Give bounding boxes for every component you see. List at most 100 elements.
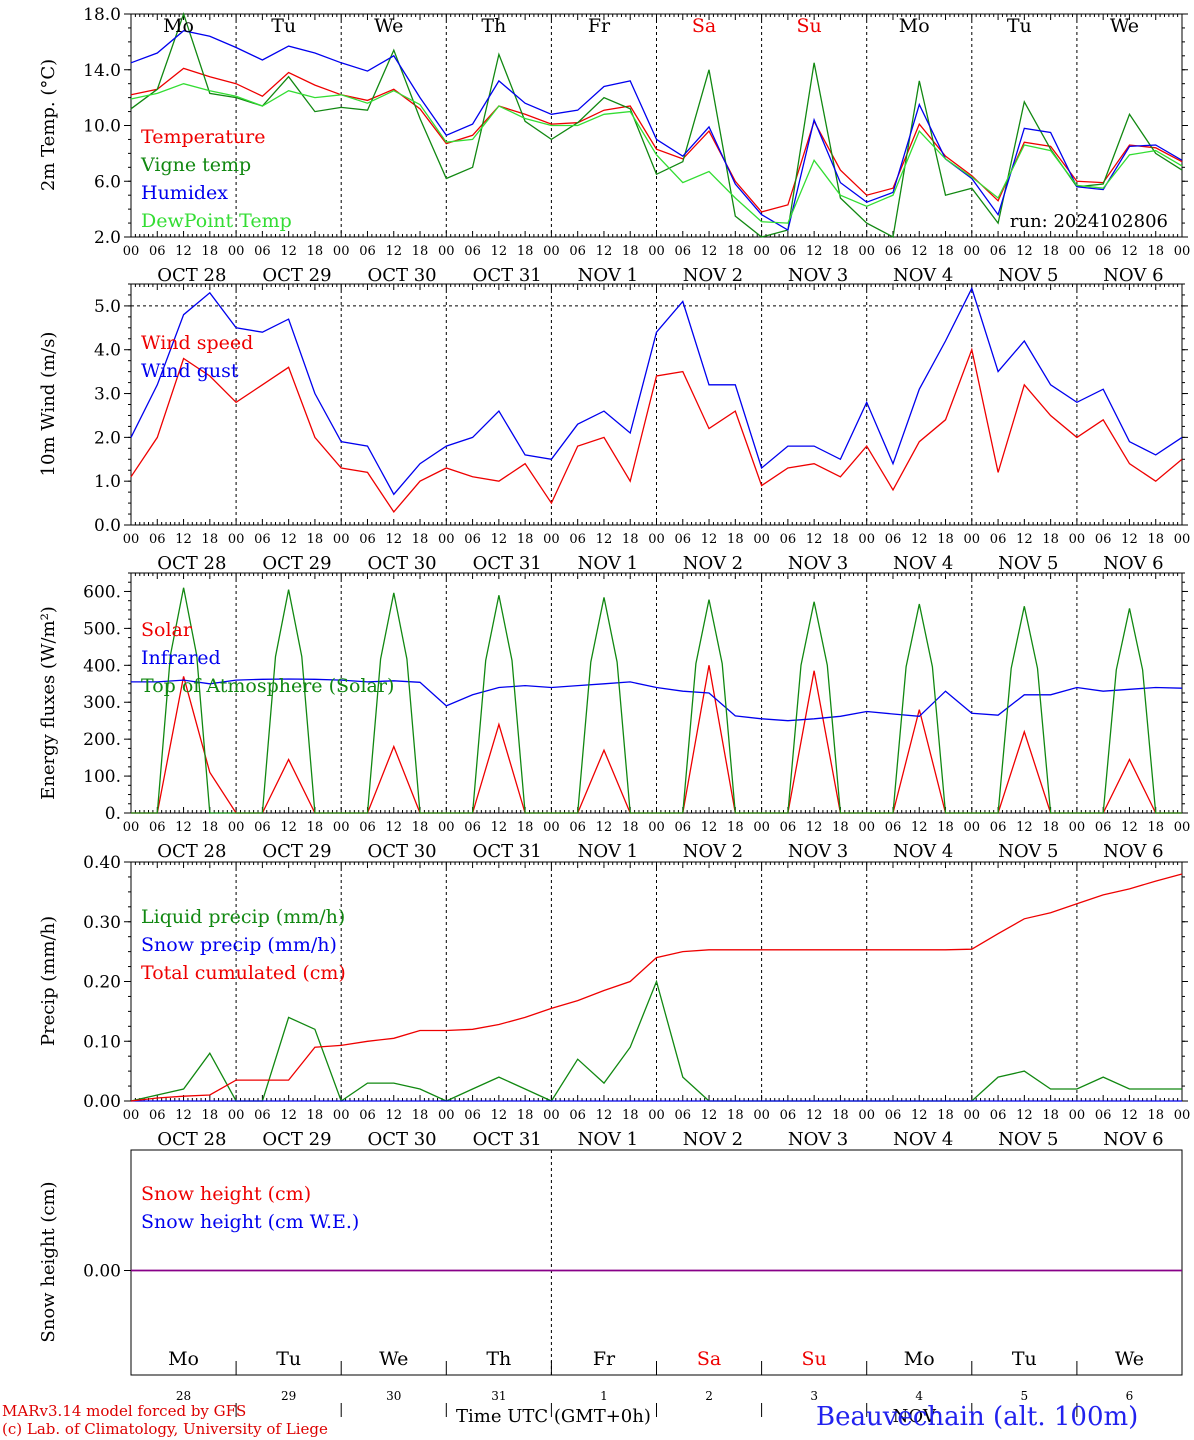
day-number-label: 2 <box>705 1389 713 1403</box>
hour-tick-label: 06 <box>675 244 692 259</box>
y-tick-label: 0.00 <box>83 1092 121 1112</box>
y-tick-label: 6.0 <box>94 172 121 192</box>
hour-tick-label: 06 <box>254 1108 271 1123</box>
hour-tick-label: 18 <box>202 820 219 835</box>
hour-tick-label: 18 <box>412 532 429 547</box>
legend-entry: Infrared <box>141 647 221 669</box>
hour-tick-label: 00 <box>333 1108 350 1123</box>
hour-tick-label: 12 <box>1121 820 1138 835</box>
legend-entry: DewPoint Temp <box>141 210 292 232</box>
hour-tick-label: 00 <box>123 532 140 547</box>
hour-tick-label: 06 <box>675 532 692 547</box>
date-tick-label: OCT 29 <box>262 265 331 286</box>
y-tick-label: 0.10 <box>83 1032 121 1052</box>
hour-tick-label: 18 <box>412 820 429 835</box>
y-tick-label: 200. <box>83 730 121 750</box>
hour-tick-label: 12 <box>701 244 718 259</box>
hour-tick-label: 12 <box>701 532 718 547</box>
y-tick-label: 0.0 <box>94 516 121 536</box>
hour-tick-label: 06 <box>464 244 481 259</box>
y-tick-label: 1.0 <box>94 472 121 492</box>
y-axis-label: 2m Temp. (°C) <box>38 59 59 191</box>
y-axis-label: Energy fluxes (W/m²) <box>38 606 59 800</box>
hour-tick-label: 18 <box>1042 244 1059 259</box>
hour-tick-label: 18 <box>202 1108 219 1123</box>
hour-tick-label: 12 <box>806 820 823 835</box>
hour-tick-label: 18 <box>202 532 219 547</box>
hour-tick-label: 06 <box>990 1108 1007 1123</box>
date-tick-label: OCT 31 <box>473 265 542 286</box>
hour-tick-label: 06 <box>569 820 586 835</box>
hour-tick-label: 00 <box>438 820 455 835</box>
day-number-label: 30 <box>386 1389 401 1403</box>
hour-tick-label: 18 <box>832 244 849 259</box>
hour-tick-label: 12 <box>491 532 508 547</box>
y-tick-label: 0. <box>105 804 121 824</box>
hour-tick-label: 18 <box>202 244 219 259</box>
series-infrared <box>131 678 1183 722</box>
weekday-label: Tu <box>1007 15 1032 37</box>
hour-tick-label: 06 <box>990 820 1007 835</box>
hour-tick-label: 06 <box>780 244 797 259</box>
date-tick-label: NOV 4 <box>893 265 953 286</box>
hour-tick-label: 12 <box>175 532 192 547</box>
hour-tick-label: 12 <box>596 532 613 547</box>
hour-tick-label: 00 <box>333 532 350 547</box>
hour-tick-label: 06 <box>885 820 902 835</box>
hour-tick-label: 00 <box>543 244 560 259</box>
hour-tick-label: 00 <box>543 1108 560 1123</box>
hour-tick-label: 00 <box>753 820 770 835</box>
weekday-label: We <box>379 1348 408 1370</box>
hour-tick-label: 18 <box>727 820 744 835</box>
hour-tick-label: 00 <box>1174 532 1191 547</box>
hour-tick-label: 00 <box>543 820 560 835</box>
hour-tick-label: 06 <box>569 244 586 259</box>
hour-tick-label: 18 <box>727 1108 744 1123</box>
hour-tick-label: 12 <box>175 244 192 259</box>
hour-tick-label: 00 <box>228 820 245 835</box>
hour-tick-label: 12 <box>280 820 297 835</box>
hour-tick-label: 00 <box>438 532 455 547</box>
date-tick-label: NOV 6 <box>1103 1129 1163 1150</box>
y-tick-label: 0.00 <box>83 1262 121 1282</box>
hour-tick-label: 00 <box>333 244 350 259</box>
hour-tick-label: 06 <box>359 1108 376 1123</box>
date-tick-label: NOV 2 <box>683 1129 743 1150</box>
hour-tick-label: 12 <box>806 1108 823 1123</box>
hour-tick-label: 18 <box>727 532 744 547</box>
date-tick-label: NOV 2 <box>683 841 743 862</box>
hour-tick-label: 00 <box>1174 820 1191 835</box>
hour-tick-label: 12 <box>1121 1108 1138 1123</box>
date-tick-label: NOV 6 <box>1103 553 1163 574</box>
hour-tick-label: 12 <box>1016 1108 1033 1123</box>
legend-entry: Total cumulated (cm) <box>141 962 346 984</box>
legend-entry: Temperature <box>141 126 265 148</box>
hour-tick-label: 12 <box>491 820 508 835</box>
date-tick-label: OCT 29 <box>262 553 331 574</box>
date-tick-label: NOV 6 <box>1103 265 1163 286</box>
hour-tick-label: 00 <box>964 820 981 835</box>
weekday-label: Sa <box>692 15 716 37</box>
hour-tick-label: 00 <box>1069 820 1086 835</box>
hour-tick-label: 06 <box>780 820 797 835</box>
date-tick-label: OCT 31 <box>473 1129 542 1150</box>
date-tick-label: NOV 3 <box>788 1129 848 1150</box>
series-dewpoint-temp <box>130 83 1183 224</box>
date-tick-label: NOV 4 <box>893 841 953 862</box>
weekday-label: We <box>1110 15 1139 37</box>
legend-entry: Top of Atmosphere (Solar) <box>141 675 394 697</box>
hour-tick-label: 00 <box>438 244 455 259</box>
hour-tick-label: 12 <box>911 244 928 259</box>
date-tick-label: NOV 4 <box>893 553 953 574</box>
hour-tick-label: 06 <box>1095 820 1112 835</box>
hour-tick-label: 12 <box>596 820 613 835</box>
hour-tick-label: 00 <box>228 532 245 547</box>
hour-tick-label: 12 <box>596 1108 613 1123</box>
date-tick-label: OCT 28 <box>157 841 226 862</box>
series-wind-speed <box>130 347 1183 513</box>
y-tick-label: 0.20 <box>83 973 121 993</box>
hour-tick-label: 18 <box>832 532 849 547</box>
legend-entry: Snow precip (mm/h) <box>141 934 337 956</box>
hour-tick-label: 12 <box>1121 532 1138 547</box>
station-label: Beauvechain (alt. 100m) <box>816 1402 1139 1432</box>
